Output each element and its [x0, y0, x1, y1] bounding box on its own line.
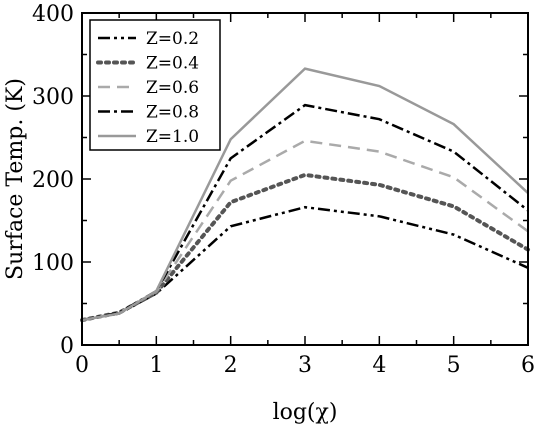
series-line-z-1-0 [81, 67, 529, 322]
legend-label: Z=0.4 [146, 54, 199, 74]
x-axis-label: log(χ) [273, 400, 338, 425]
series-line-z-0-4 [80, 172, 530, 323]
y-tick-label: 0 [60, 334, 74, 359]
series-line-z-0-6 [81, 139, 529, 322]
series-line-z-0-8 [81, 103, 529, 322]
y-tick-label: 200 [32, 168, 74, 193]
x-tick-label: 2 [224, 353, 238, 378]
series-line-z-0-2 [81, 205, 529, 322]
legend-label: Z=1.0 [146, 127, 199, 147]
y-tick-label: 100 [32, 251, 74, 276]
y-tick-label: 300 [32, 85, 74, 110]
legend: Z=0.2 Z=0.4 Z=0.6 Z=0.8 Z=1.0 [89, 19, 221, 151]
y-axis-label: Surface Temp. (K) [3, 78, 28, 280]
legend-label: Z=0.8 [146, 103, 199, 123]
y-tick-label: 400 [32, 2, 74, 27]
x-tick-label: 3 [298, 353, 312, 378]
legend-label: Z=0.6 [146, 78, 199, 98]
legend-label: Z=0.2 [146, 29, 199, 49]
axis-ticks: 0 1 2 3 4 5 6 0 100 200 300 400 [32, 2, 535, 378]
x-tick-label: 1 [149, 353, 163, 378]
x-tick-label: 4 [372, 353, 386, 378]
x-tick-label: 5 [447, 353, 461, 378]
x-tick-label: 6 [521, 353, 535, 378]
legend-box [89, 19, 221, 151]
x-tick-label: 0 [75, 353, 89, 378]
series-layer [80, 67, 530, 323]
